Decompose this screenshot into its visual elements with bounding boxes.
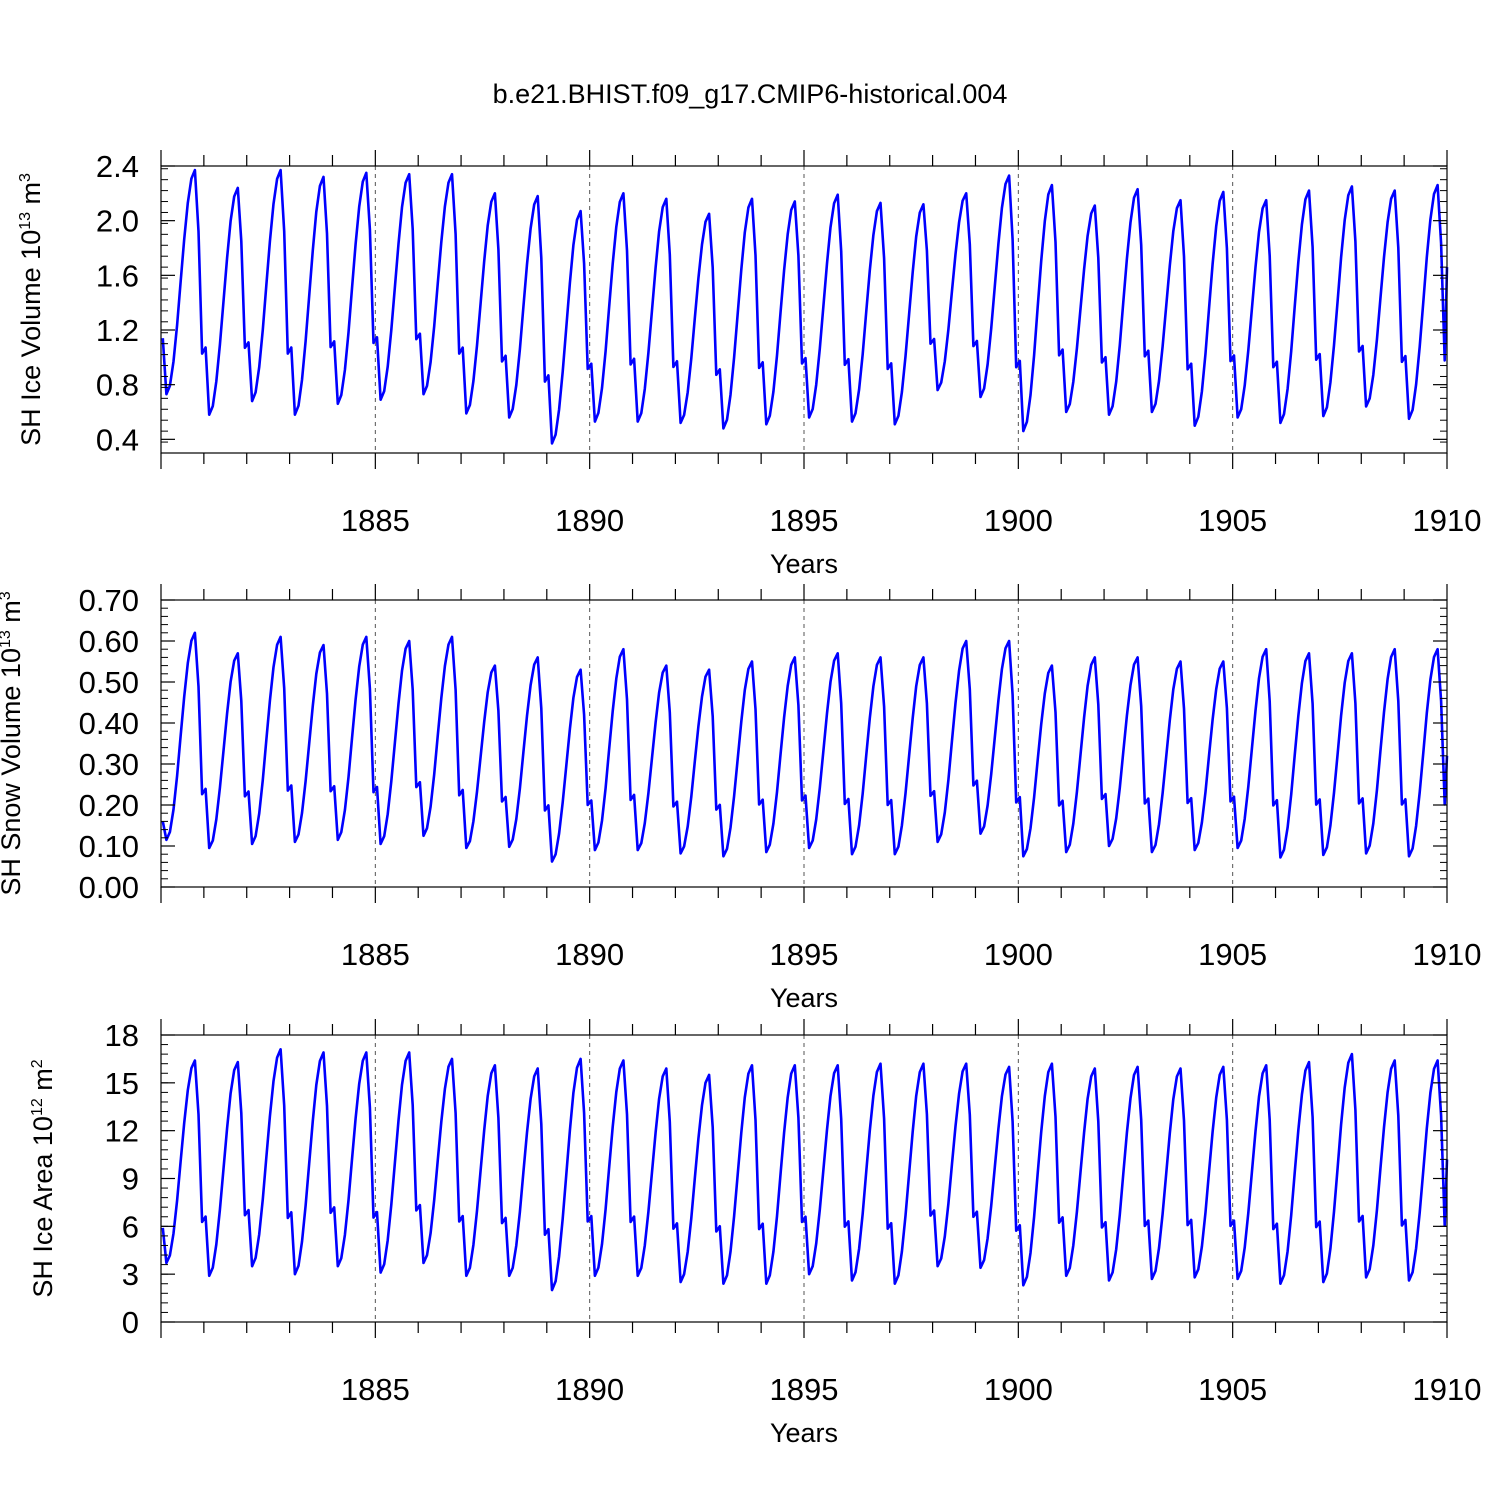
y-label-text: m — [16, 182, 46, 212]
y-label-superscript: 13 — [0, 630, 14, 648]
y-tick-label: 15 — [105, 1066, 139, 1101]
x-tick-label: 1890 — [555, 1372, 624, 1407]
y-axis-label: SH Ice Volume 1013 m3 — [16, 173, 46, 446]
x-tick-label: 1895 — [770, 503, 839, 538]
x-tick-label: 1885 — [341, 503, 410, 538]
y-tick-label: 0.00 — [79, 870, 139, 905]
y-axis-label: SH Ice Area 1012 m2 — [28, 1059, 58, 1297]
y-label-text: SH Ice Area 10 — [28, 1116, 58, 1298]
y-tick-label: 2.4 — [96, 149, 139, 184]
panel-3: 0 3 6 9 12 15 18 1885 1890 1895 1900 1905 1910 Years S… — [28, 1018, 1481, 1448]
y-tick-label: 0.60 — [79, 624, 139, 659]
y-tick-label: 0.40 — [79, 706, 139, 741]
y-tick-label: 0.8 — [96, 368, 139, 403]
x-axis-label: Years — [770, 549, 838, 579]
x-axis-label: Years — [770, 1418, 838, 1448]
x-tick-label: 1910 — [1413, 503, 1482, 538]
chart-title: b.e21.BHIST.f09_g17.CMIP6-historical.004 — [493, 79, 1008, 109]
series-line-1 — [161, 168, 1449, 445]
y-tick-label: 0.50 — [79, 665, 139, 700]
y-label-superscript: 12 — [29, 1098, 46, 1116]
y-tick-label: 1.6 — [96, 258, 139, 293]
series-line-3 — [161, 1048, 1449, 1292]
x-tick-label: 1900 — [984, 503, 1053, 538]
y-label-superscript: 13 — [17, 212, 34, 230]
x-tick-label: 1890 — [555, 503, 624, 538]
y-tick-label: 0.10 — [79, 829, 139, 864]
y-tick-label: 3 — [122, 1257, 139, 1292]
y-label-text: m — [0, 600, 26, 630]
x-tick-label: 1885 — [341, 1372, 410, 1407]
y-label-superscript: 3 — [17, 173, 34, 182]
x-tick-label: 1895 — [770, 1372, 839, 1407]
y-tick-label: 6 — [122, 1209, 139, 1244]
x-tick-label: 1895 — [770, 937, 839, 972]
panel-2: 0.00 0.10 0.20 0.30 0.40 0.50 0.60 0.70 1885 1890… — [0, 583, 1481, 1013]
y-label-text: m — [28, 1068, 58, 1098]
y-tick-label: 0.20 — [79, 788, 139, 823]
y-tick-label: 0.70 — [79, 583, 139, 618]
x-tick-label: 1905 — [1198, 503, 1267, 538]
y-label-text: SH Ice Volume 10 — [16, 230, 46, 446]
y-tick-label: 2.0 — [96, 204, 139, 239]
series-line-2 — [161, 631, 1449, 863]
y-axis-label: SH Snow Volume 1013 m3 — [0, 591, 26, 895]
x-tick-label: 1910 — [1413, 1372, 1482, 1407]
y-tick-label: 18 — [105, 1018, 139, 1053]
y-label-superscript: 2 — [29, 1059, 46, 1068]
y-tick-label: 9 — [122, 1162, 139, 1197]
x-axis-label: Years — [770, 983, 838, 1013]
y-tick-label: 0.30 — [79, 747, 139, 782]
y-label-text: SH Snow Volume 10 — [0, 648, 26, 896]
x-tick-label: 1890 — [555, 937, 624, 972]
y-tick-label: 0.4 — [96, 422, 139, 457]
x-tick-label: 1900 — [984, 937, 1053, 972]
x-tick-label: 1885 — [341, 937, 410, 972]
x-tick-label: 1905 — [1198, 937, 1267, 972]
y-label-superscript: 3 — [0, 591, 14, 600]
x-tick-label: 1900 — [984, 1372, 1053, 1407]
x-tick-label: 1910 — [1413, 937, 1482, 972]
y-tick-label: 0 — [122, 1305, 139, 1340]
y-tick-label: 12 — [105, 1114, 139, 1149]
x-tick-label: 1905 — [1198, 1372, 1267, 1407]
y-tick-label: 1.2 — [96, 313, 139, 348]
panel-1: 0.4 0.8 1.2 1.6 2.0 2.4 1885 1890 1895 1900 1905 19… — [16, 149, 1481, 579]
